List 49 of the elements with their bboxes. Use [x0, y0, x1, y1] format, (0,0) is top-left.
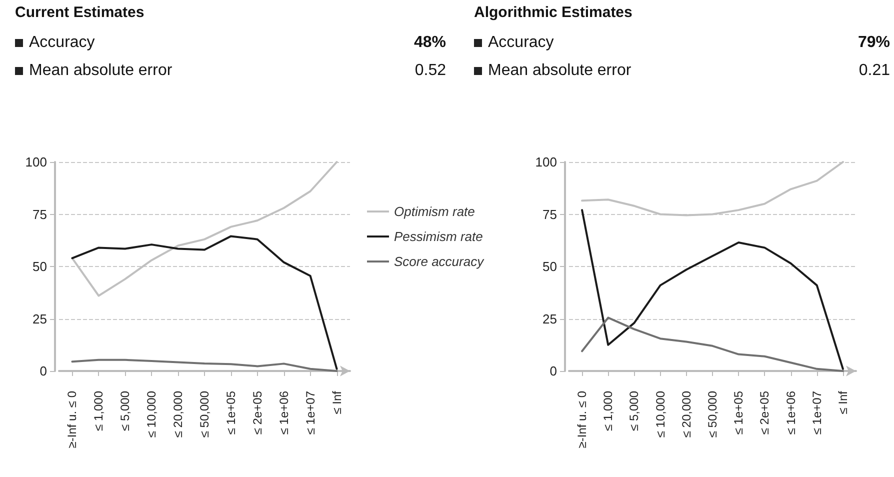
text: Mean absolute error	[29, 62, 174, 80]
x-tick-label: ≤ 10,000	[653, 390, 668, 438]
x-tick-label: ≤ 2e+05	[758, 390, 772, 435]
x-tick-label: ≤ 20,000	[171, 390, 186, 438]
line-series	[71, 358, 338, 372]
y-tick-label: 25	[542, 311, 557, 326]
text: 48%	[414, 34, 446, 52]
x-tick-label: ≤ 20,000	[679, 390, 694, 438]
x-tick-label: ≤ 5,000	[118, 390, 132, 431]
chart-title: Algorithmic Estimates	[474, 4, 634, 23]
x-tick-label: ≤ 50,000	[706, 390, 720, 438]
x-tick-label: ≤ 1,000	[92, 390, 106, 431]
x-tick-label: ≤ 1e+05	[224, 390, 238, 435]
x-tick-label: ≥-Inf u. ≤ 0	[65, 390, 80, 448]
text: 0.52	[414, 62, 446, 80]
x-tick-label: ≤ Inf	[330, 390, 344, 414]
x-tick-label: ≤ 50,000	[198, 390, 212, 438]
legend-label: Score accuracy	[394, 254, 486, 269]
y-tick-label: 75	[32, 206, 47, 222]
legend-label: Pessimism rate	[394, 229, 483, 244]
line-series	[71, 235, 338, 370]
line-series	[581, 209, 844, 370]
text: 0.21	[858, 62, 890, 80]
y-tick-label: 50	[542, 259, 557, 274]
y-tick-label: 50	[32, 259, 47, 274]
x-tick-label: ≤ 1e+07	[810, 390, 824, 435]
y-tick-label: 100	[535, 154, 557, 170]
x-tick-label: ≤ Inf	[836, 390, 850, 414]
y-tick-label: 0	[550, 364, 557, 378]
y-tick-label: 25	[32, 311, 47, 326]
x-tick-label: ≤ 1e+06	[276, 390, 291, 435]
x-tick-label: ≤ 10,000	[144, 390, 159, 438]
text: Accuracy	[29, 34, 96, 52]
text: Mean absolute error	[488, 62, 632, 80]
x-tick-label: ≤ 1e+07	[303, 390, 318, 435]
text: 79%	[858, 34, 890, 52]
x-tick-label: ≥-Inf u. ≤ 0	[575, 390, 590, 448]
x-tick-label: ≤ 1,000	[601, 390, 616, 431]
y-tick-label: 75	[542, 206, 557, 222]
x-tick-label: ≤ 5,000	[627, 390, 642, 431]
line-series	[581, 316, 844, 372]
y-tick-label: 0	[40, 364, 47, 378]
y-tick-label: 100	[25, 154, 47, 170]
text: Accuracy	[488, 34, 555, 52]
chart-title: Current Estimates	[15, 4, 146, 23]
x-tick-label: ≤ 1e+06	[784, 390, 798, 435]
x-tick-label: ≤ 2e+05	[250, 390, 264, 435]
x-tick-label: ≤ 1e+05	[732, 390, 746, 435]
legend-label: Optimism rate	[394, 204, 475, 219]
